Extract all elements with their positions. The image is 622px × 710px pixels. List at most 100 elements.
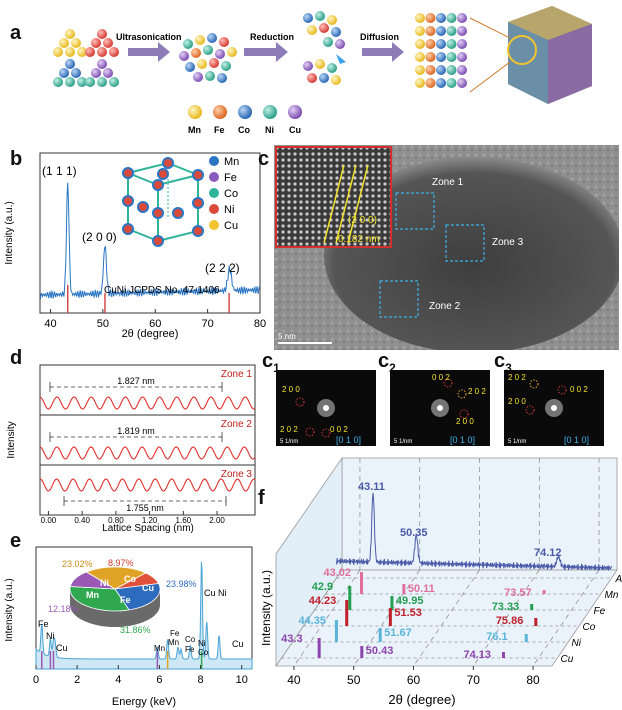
c3-zone-axis: [0 1 0] bbox=[564, 435, 589, 445]
step-reduction-label: Reduction bbox=[250, 32, 294, 42]
peak-label-200: (2 0 0) bbox=[82, 230, 117, 244]
zone1-box bbox=[395, 192, 435, 230]
legend-mn-label: Mn bbox=[188, 125, 201, 135]
f-peak-label-fe: 73.33 bbox=[492, 601, 520, 613]
step-ultrasonication-label: Ultrasonication bbox=[116, 32, 182, 42]
f-grid-lines bbox=[293, 458, 600, 667]
panel-f-label: f bbox=[258, 487, 265, 509]
unit-cell-legend-dot bbox=[209, 204, 219, 214]
d-tick-label: 2.00 bbox=[209, 516, 225, 525]
arrow-diffusion bbox=[362, 42, 404, 62]
xrd-spectrum-line bbox=[39, 182, 260, 300]
eds-label-ni-1: Ni bbox=[46, 631, 55, 641]
scale-bar-label: 5 nm bbox=[278, 332, 296, 341]
alloy-grid bbox=[415, 13, 467, 88]
legend-fe-ball bbox=[213, 105, 227, 119]
arrow-ultrasonication bbox=[128, 42, 170, 62]
unit-cell-atom bbox=[162, 157, 174, 169]
unit-cell-legend: Mn Fe Co Ni Cu bbox=[209, 156, 239, 232]
xrd-y-axis-title: Intensity (a.u.) bbox=[4, 201, 15, 264]
f-grid-depth bbox=[472, 569, 540, 667]
unit-cell-atom bbox=[152, 235, 164, 247]
zone-waveform bbox=[39, 396, 256, 410]
f-x-ticks: 40 50 60 70 80 bbox=[287, 666, 540, 687]
f-row-label-alloy: Alloy bbox=[615, 574, 622, 585]
eds-x-ticks: 0 2 4 6 8 10 bbox=[33, 665, 248, 686]
f-tick-label: 60 bbox=[407, 673, 421, 687]
panel-b-label: b bbox=[10, 148, 23, 170]
panel-a-schematic: Ultrasonication Reduction Diffusion bbox=[53, 6, 592, 135]
eds-tick-label: 4 bbox=[115, 674, 121, 686]
fft-patterns: 2 0 0 2 0 2 0 0 2 5 1/nm [0 1 0] 0 0 2 2… bbox=[276, 370, 604, 446]
eds-tick-label: 8 bbox=[198, 674, 204, 686]
xrd-tick-label: 70 bbox=[201, 318, 213, 330]
eds-label-co-1: Co bbox=[185, 635, 196, 644]
zone3-box bbox=[445, 224, 485, 262]
panel-a-label: a bbox=[10, 22, 22, 44]
inset-spacing-label: 0.182 nm bbox=[338, 234, 380, 245]
alloy-peak-3: 74.12 bbox=[534, 547, 562, 559]
unit-cell-atom bbox=[152, 179, 164, 191]
c1-zone-axis: [0 1 0] bbox=[336, 435, 361, 445]
pie-pct-mn: 12.18% bbox=[48, 604, 79, 614]
eds-label-fe-3: Fe bbox=[185, 645, 195, 654]
alloy-xrd-line bbox=[336, 492, 612, 571]
unit-cell-legend-label: Cu bbox=[224, 220, 238, 232]
eds-y-axis-title: Intensity (a.u.) bbox=[4, 578, 15, 641]
reference-lines bbox=[67, 285, 230, 313]
f-x-axis-title: 2θ (degree) bbox=[388, 692, 455, 707]
unit-cell-atom bbox=[137, 201, 149, 213]
c1-spot-200: 2 0 0 bbox=[282, 385, 300, 394]
zone1-profile: Zone 1 1.827 nm bbox=[49, 369, 252, 392]
legend-fe-label: Fe bbox=[214, 125, 225, 135]
d-tick-label: 1.20 bbox=[142, 516, 158, 525]
panel-c3-label: c3 bbox=[494, 350, 512, 375]
eds-tick-label: 10 bbox=[236, 674, 248, 686]
pie-slice bbox=[114, 583, 161, 611]
unit-cell-atom bbox=[122, 195, 134, 207]
f-peak-label-cu: 43.3 bbox=[281, 633, 302, 645]
unit-cell-atom bbox=[157, 168, 169, 180]
f-row-lines bbox=[281, 577, 612, 659]
eds-label-fe-2: Fe bbox=[170, 629, 180, 638]
legend-ni-label: Ni bbox=[265, 125, 274, 135]
unit-cell-legend-dot bbox=[209, 220, 219, 230]
eds-label-ni-2: Ni bbox=[198, 639, 206, 648]
pie-slice bbox=[69, 571, 116, 590]
unit-cell-atom bbox=[122, 167, 134, 179]
fft-c2: 0 0 2 2 0 2 2 0 0 5 1/nm [0 1 0] bbox=[390, 370, 490, 446]
unit-cell-atom bbox=[122, 223, 134, 235]
f-tick-label: 80 bbox=[526, 673, 540, 687]
fft-c1: 2 0 0 2 0 2 0 0 2 5 1/nm [0 1 0] bbox=[276, 370, 376, 446]
f-element-peaks: 43.02 50.11 73.57 42.9 49.95 73.33 44.23 51.53 7… bbox=[281, 567, 546, 661]
f-peak-label-fe: 49.95 bbox=[396, 595, 424, 607]
unit-cell-atom bbox=[192, 169, 204, 181]
f-grid-depth bbox=[353, 569, 421, 667]
unit-cell-atom bbox=[152, 207, 164, 219]
unit-cell-legend-dot bbox=[209, 188, 219, 198]
reduced-cluster bbox=[303, 11, 346, 85]
zone2-profile: Zone 2 1.819 nm bbox=[49, 419, 253, 442]
alloy-nanoparticle-cube bbox=[469, 6, 592, 104]
xrd-tick-label: 50 bbox=[97, 318, 109, 330]
pie-slice bbox=[69, 586, 130, 612]
precursor-clusters bbox=[53, 29, 119, 87]
f-row-label-co: Co bbox=[583, 622, 596, 633]
pie-label-cu: Cu bbox=[142, 583, 154, 593]
f-row-label-cu: Cu bbox=[561, 654, 574, 665]
f-grid-depth bbox=[532, 569, 600, 667]
step-diffusion-label: Diffusion bbox=[360, 32, 399, 42]
xrd-x-axis-title: 2θ (degree) bbox=[122, 328, 179, 340]
pie-label-ni: Ni bbox=[100, 578, 109, 588]
panel-c1-label: c1 bbox=[262, 350, 280, 375]
d-zone2-label: Zone 2 bbox=[221, 419, 253, 430]
zone-waveform bbox=[39, 446, 256, 460]
f-peak-label-cu: 74.13 bbox=[463, 649, 491, 661]
d-tick-label: 1.60 bbox=[176, 516, 192, 525]
panel-e-label: e bbox=[10, 530, 22, 552]
zone1-label: Zone 1 bbox=[432, 177, 464, 188]
d-tick-label: 0.80 bbox=[108, 516, 124, 525]
c2-zone-axis: [0 1 0] bbox=[450, 435, 475, 445]
arrow-reduction bbox=[244, 42, 288, 62]
